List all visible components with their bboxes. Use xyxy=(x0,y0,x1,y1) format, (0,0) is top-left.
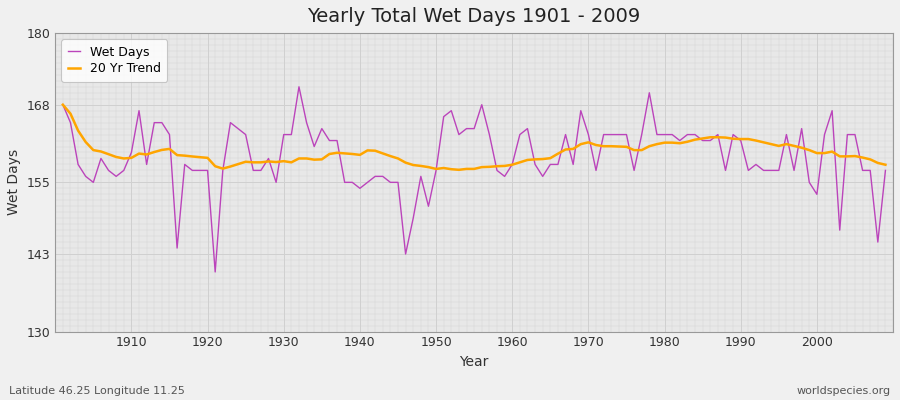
Wet Days xyxy=(522,126,533,131)
20 Yr Trend xyxy=(606,144,616,149)
Legend: Wet Days, 20 Yr Trend: Wet Days, 20 Yr Trend xyxy=(61,39,167,82)
20 Yr Trend xyxy=(880,162,891,167)
Wet Days xyxy=(880,168,891,173)
Wet Days xyxy=(302,120,312,125)
20 Yr Trend xyxy=(454,168,464,172)
Wet Days xyxy=(293,84,304,89)
20 Yr Trend xyxy=(58,102,68,107)
Wet Days xyxy=(210,270,220,274)
Line: Wet Days: Wet Days xyxy=(63,87,886,272)
20 Yr Trend xyxy=(507,162,517,167)
20 Yr Trend xyxy=(331,150,342,155)
Wet Days xyxy=(614,132,625,137)
Wet Days xyxy=(58,102,68,107)
Wet Days xyxy=(346,180,357,185)
Text: worldspecies.org: worldspecies.org xyxy=(796,386,891,396)
Line: 20 Yr Trend: 20 Yr Trend xyxy=(63,105,886,170)
Text: Latitude 46.25 Longitude 11.25: Latitude 46.25 Longitude 11.25 xyxy=(9,386,184,396)
20 Yr Trend xyxy=(119,156,130,161)
Y-axis label: Wet Days: Wet Days xyxy=(7,149,21,216)
20 Yr Trend xyxy=(286,160,297,165)
20 Yr Trend xyxy=(515,160,526,165)
Wet Days xyxy=(119,168,130,173)
X-axis label: Year: Year xyxy=(460,355,489,369)
Wet Days xyxy=(515,132,526,137)
Title: Yearly Total Wet Days 1901 - 2009: Yearly Total Wet Days 1901 - 2009 xyxy=(308,7,641,26)
